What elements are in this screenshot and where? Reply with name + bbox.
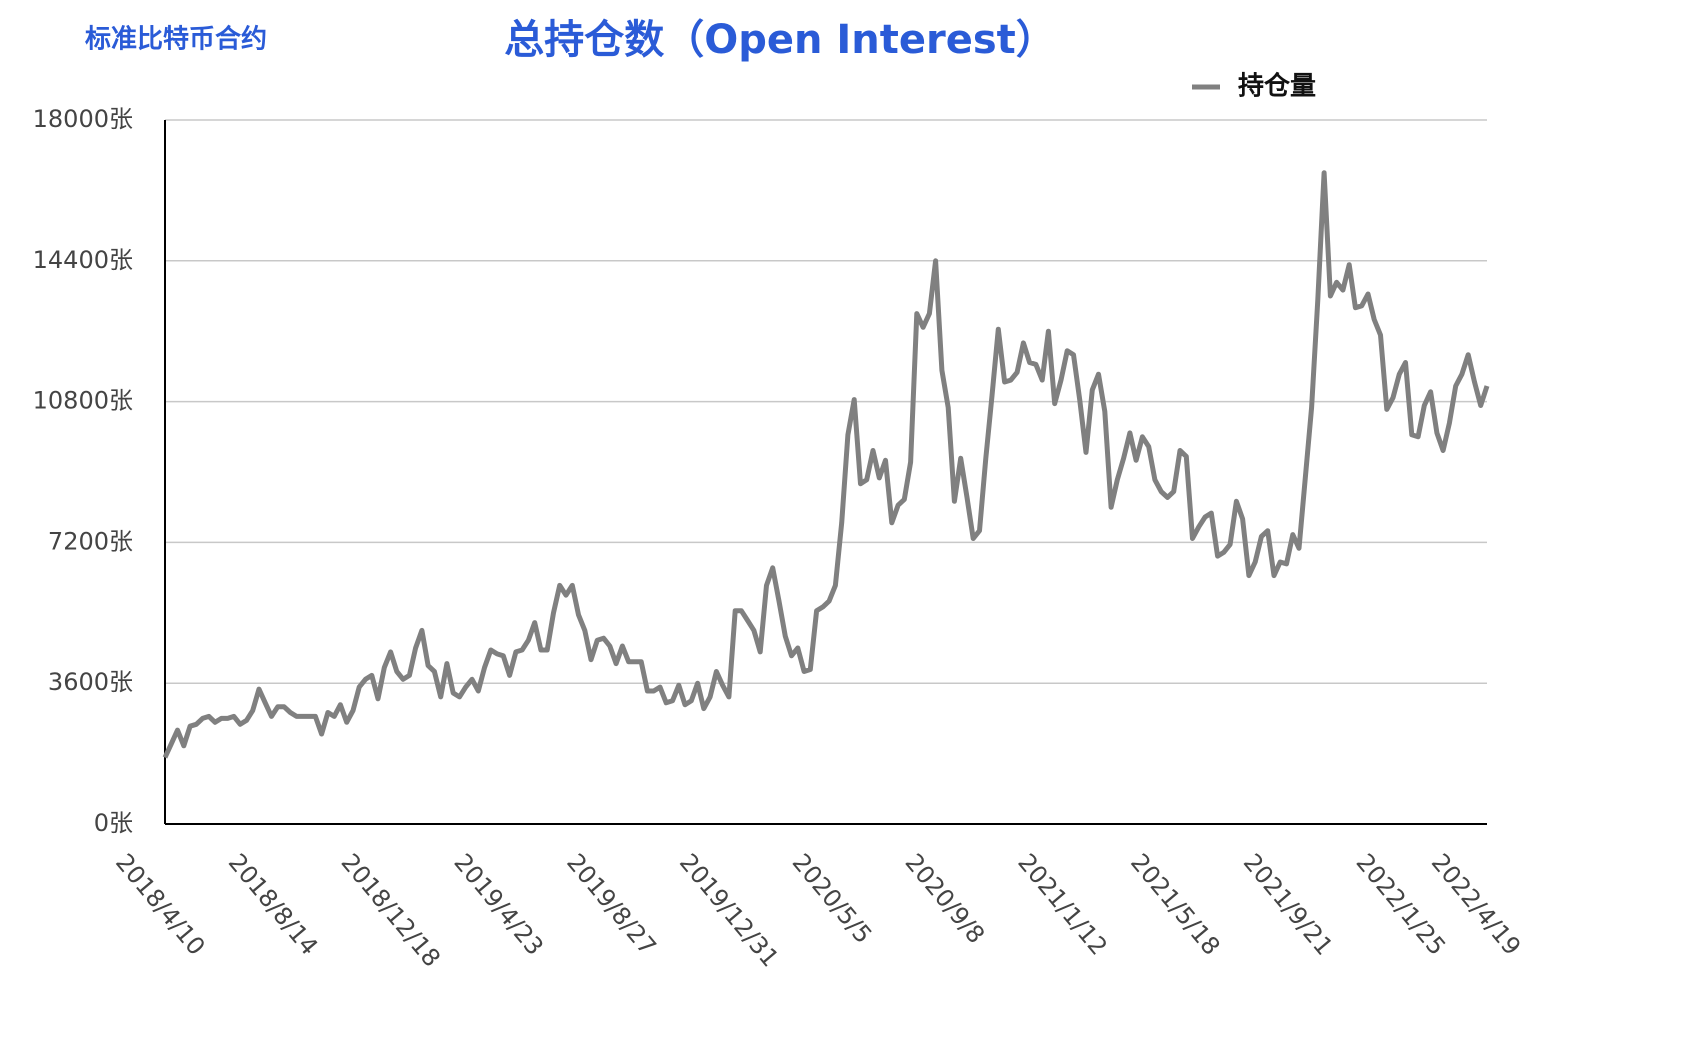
series-line [162,170,1490,759]
legend-label: 持仓量 [1238,71,1316,102]
y-tick-label: 14400张 [33,246,133,274]
y-tick-label: 3600张 [48,668,133,696]
chart-title: 总持仓数（Open Interest） [504,17,1056,63]
y-tick-label: 18000张 [33,105,133,133]
y-tick-label: 0张 [94,809,133,837]
y-tick-label: 7200张 [48,527,133,555]
y-tick-label: 10800张 [33,387,133,415]
chart-subtitle: 标准比特币合约 [85,24,267,55]
